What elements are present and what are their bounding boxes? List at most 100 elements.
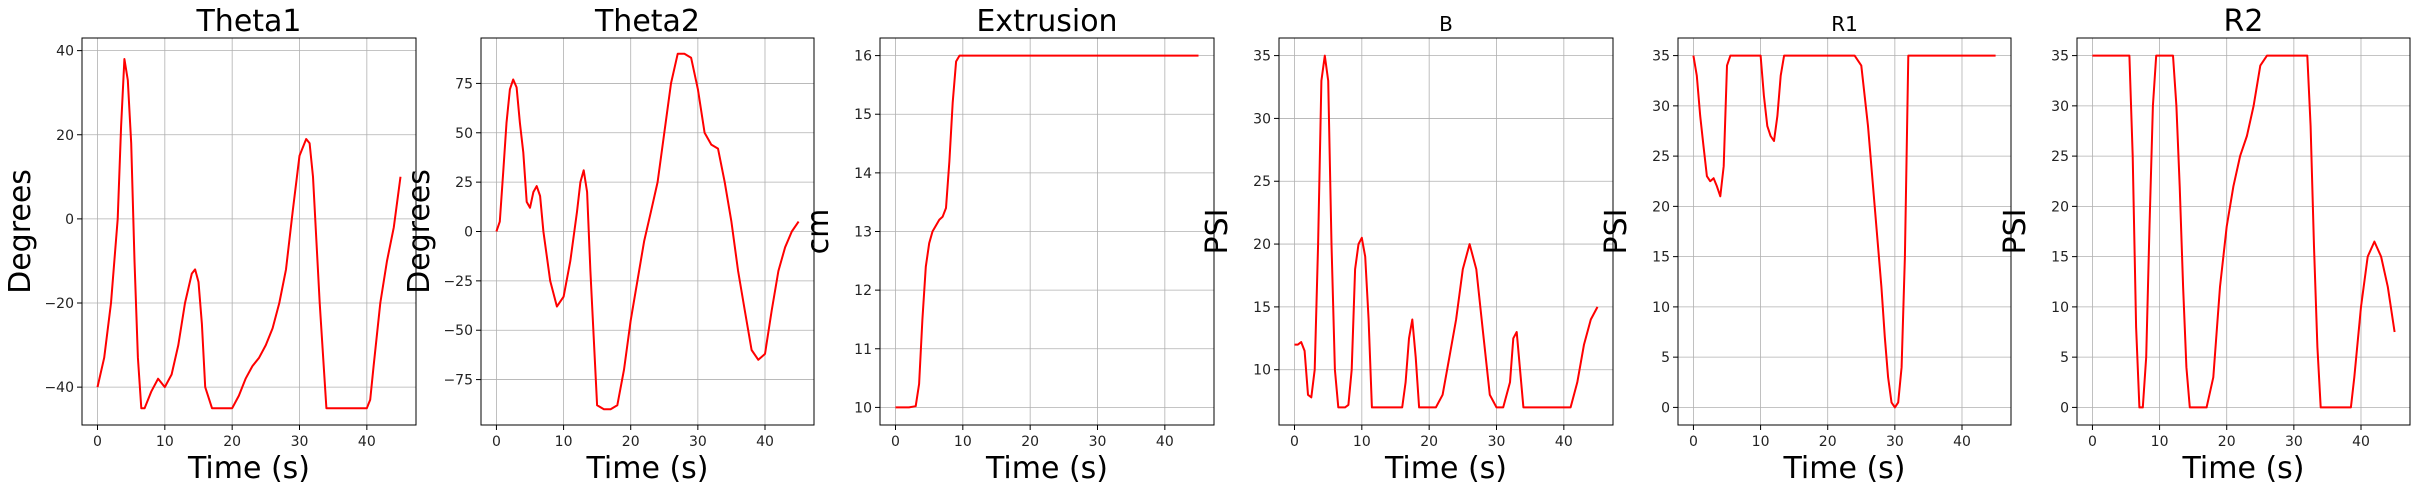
y-tick-label: 15 [1652,250,1670,266]
chart-title: Theta1 [195,4,301,39]
x-tick-label: 40 [2352,434,2370,450]
chart-4: 0 10 20 30 40 0 5 10 15 20 25 30 35 R1 Time (s) PSI [1599,12,2012,486]
x-tick-label: 10 [555,434,573,450]
chart-2: 0 10 20 30 40 10 11 12 13 14 15 16 Extrusion Time (s)… [801,4,1215,486]
y-tick-label: 15 [2051,250,2069,266]
x-tick-label: 10 [156,434,174,450]
y-tick-label: 14 [854,166,872,182]
y-tick-label: 30 [2051,99,2069,115]
series-line [2092,54,2396,409]
x-tick-label: 30 [1089,434,1107,450]
x-tick-label: 0 [492,434,501,450]
y-tick-label: 20 [1652,199,1670,215]
series-line [1692,54,1996,409]
y-tick-label: 10 [1652,300,1670,316]
y-tick-label: −40 [44,380,74,396]
x-tick-label: 10 [2151,434,2169,450]
x-tick-label: 10 [954,434,972,450]
y-tick-label: 40 [56,44,74,60]
x-tick-label: 40 [1555,434,1573,450]
y-tick-label: 0 [1661,400,1670,416]
chart-0: 0 10 20 30 40 −40 −20 0 20 40 Theta1 Time (s) Degree… [3,4,417,486]
y-tick-label: 25 [1253,174,1271,190]
y-tick-label: −50 [443,323,473,339]
x-tick-label: 30 [2285,434,2303,450]
x-tick-label: 30 [291,434,309,450]
y-tick-label: 20 [56,128,74,144]
y-tick-label: 30 [1652,99,1670,115]
y-tick-label: 35 [1253,49,1271,65]
x-tick-label: 10 [1353,434,1371,450]
x-axis-label: Time (s) [1384,451,1507,486]
y-tick-label: 13 [854,225,872,241]
y-tick-label: −20 [44,296,74,312]
y-tick-label: 35 [2051,49,2069,65]
y-tick-label: 0 [65,212,74,228]
x-axis-label: Time (s) [1783,451,1906,486]
x-tick-label: 0 [2088,434,2097,450]
plot-frame [81,37,417,426]
series-line [495,52,800,411]
y-tick-label: 10 [854,400,872,416]
plot-frame [1278,37,1614,426]
x-tick-label: 20 [622,434,640,450]
chart-1: 0 10 20 30 40 −75 −50 −25 0 25 50 75 Theta2 Time (s) D… [402,4,815,486]
y-axis-label: PSI [1599,209,1634,255]
y-axis-label: cm [801,209,836,255]
x-tick-label: 20 [1420,434,1438,450]
y-tick-label: 25 [1652,149,1670,165]
y-tick-label: 25 [2051,149,2069,165]
chart-title: B [1439,12,1453,36]
y-tick-label: 16 [854,49,872,65]
x-tick-label: 10 [1752,434,1770,450]
x-tick-label: 20 [223,434,241,450]
x-tick-label: 30 [689,434,707,450]
y-tick-label: 50 [455,126,473,142]
y-tick-label: 5 [2060,350,2069,366]
y-tick-label: 35 [1652,49,1670,65]
y-tick-label: 5 [1661,350,1670,366]
x-tick-label: 0 [1290,434,1299,450]
y-axis-label: Degrees [402,169,437,294]
y-tick-label: 0 [2060,400,2069,416]
chart-5: 0 10 20 30 40 0 5 10 15 20 25 30 35 R2 Time (s) PSI [1998,4,2411,486]
y-tick-label: 11 [854,342,872,358]
y-tick-label: 12 [854,283,872,299]
y-tick-label: 25 [455,175,473,191]
y-tick-label: 75 [455,76,473,92]
y-tick-label: −75 [443,373,473,389]
plot-frame [2076,37,2411,426]
x-axis-label: Time (s) [985,451,1108,486]
x-axis-label: Time (s) [2182,451,2305,486]
series-line [96,58,402,410]
x-tick-label: 40 [1953,434,1971,450]
x-tick-label: 40 [358,434,376,450]
y-tick-label: 0 [464,225,473,241]
y-tick-label: 15 [854,107,872,123]
x-axis-label: Time (s) [586,451,709,486]
y-tick-label: 15 [1253,300,1271,316]
y-tick-label: 20 [1253,237,1271,253]
y-tick-label: 10 [1253,363,1271,379]
x-tick-label: 0 [1689,434,1698,450]
x-tick-label: 40 [1156,434,1174,450]
y-tick-label: 20 [2051,199,2069,215]
chart-title: Theta2 [594,4,700,39]
x-tick-label: 20 [2218,434,2236,450]
plot-frame [1677,37,2012,426]
y-axis-label: PSI [1998,209,2033,255]
chart-title: R2 [2224,4,2264,39]
x-tick-label: 20 [1819,434,1837,450]
y-axis-label: Degrees [3,169,38,294]
chart-title: R1 [1831,12,1858,36]
y-tick-label: −25 [443,274,473,290]
chart-3: 0 10 20 30 40 10 15 20 25 30 35 B Time (s) PSI [1200,12,1614,486]
series-line [1294,54,1599,409]
chart-title: Extrusion [976,4,1117,39]
y-tick-label: 30 [1253,111,1271,127]
x-tick-label: 20 [1021,434,1039,450]
x-tick-label: 30 [1488,434,1506,450]
x-tick-label: 0 [891,434,900,450]
y-axis-label: PSI [1200,209,1235,255]
x-axis-label: Time (s) [187,451,310,486]
